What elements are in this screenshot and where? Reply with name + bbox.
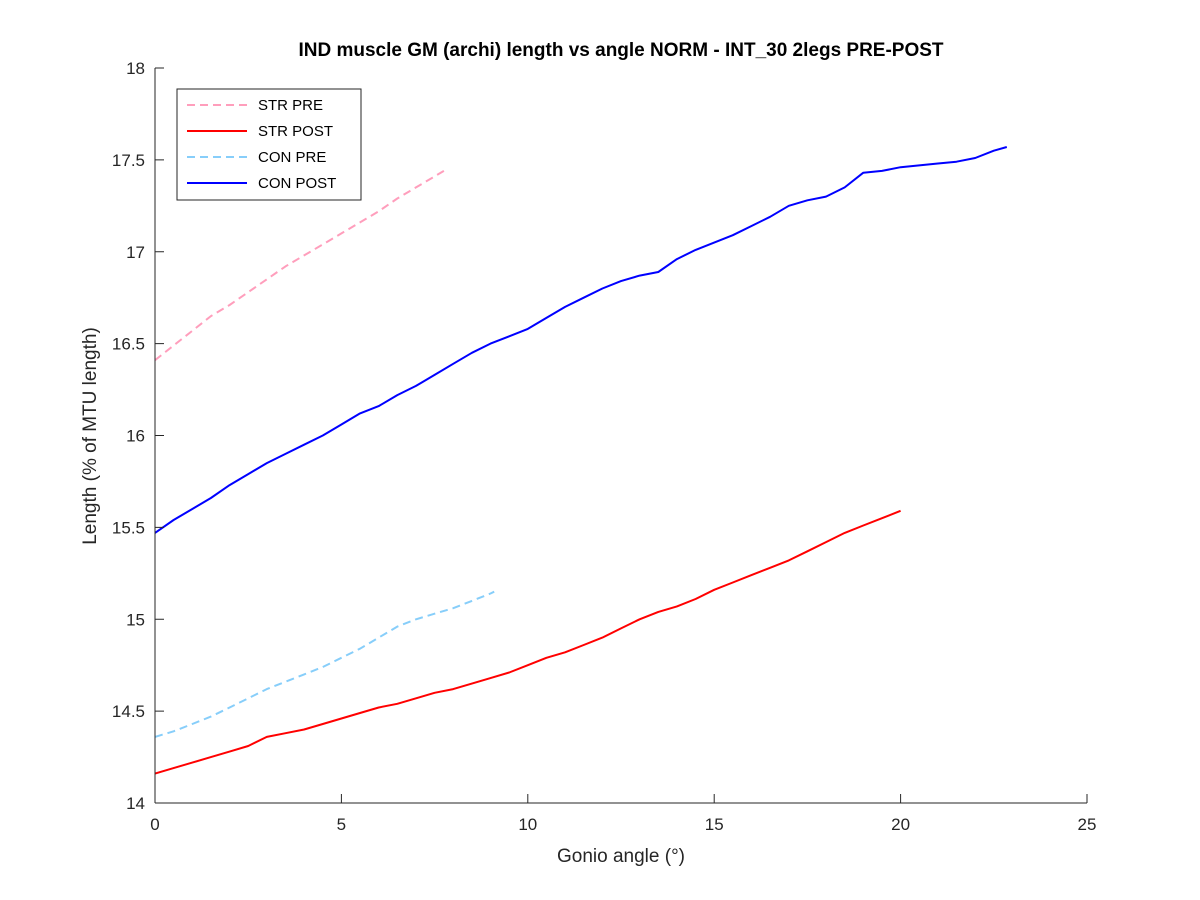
x-tick-label: 0 bbox=[150, 815, 159, 834]
y-axis-label: Length (% of MTU length) bbox=[80, 327, 101, 545]
y-tick-label: 14.5 bbox=[112, 702, 145, 721]
series-line-str-pre bbox=[154, 170, 445, 361]
x-tick-label: 5 bbox=[337, 815, 346, 834]
x-tick-label: 25 bbox=[1078, 815, 1097, 834]
x-tick-label: 10 bbox=[518, 815, 537, 834]
y-tick-label: 15 bbox=[126, 610, 145, 629]
y-tick-label: 17.5 bbox=[112, 151, 145, 170]
series-line-str-post bbox=[154, 509, 901, 775]
ticks-layer: 0 5 10 15 20 25 14 14.5 15 15.5 16 16.5 17 17.5 18 bbox=[112, 59, 1097, 834]
x-axis-label: Gonio angle (°) bbox=[557, 846, 685, 867]
legend-box bbox=[176, 88, 362, 201]
legend-label-con-pre: CON PRE bbox=[258, 149, 326, 166]
x-tick-label: 20 bbox=[891, 815, 910, 834]
legend-label-str-post: STR POST bbox=[258, 123, 333, 140]
y-tick-label: 16 bbox=[126, 427, 145, 446]
series-layer bbox=[154, 146, 1008, 775]
y-tick-label: 17 bbox=[126, 243, 145, 262]
legend-label-str-pre: STR PRE bbox=[258, 97, 323, 114]
y-tick-label: 16.5 bbox=[112, 335, 145, 354]
chart-title: IND muscle GM (archi) length vs angle NO… bbox=[298, 40, 943, 61]
y-tick-label: 18 bbox=[126, 59, 145, 78]
series-line-con-post bbox=[154, 146, 1008, 534]
legend-label-con-post: CON POST bbox=[258, 175, 336, 192]
y-tick-label: 15.5 bbox=[112, 518, 145, 537]
legend: STR PRE STR POST CON PRE CON POST bbox=[176, 88, 362, 201]
y-tick-label: 14 bbox=[126, 794, 145, 813]
x-tick-label: 15 bbox=[705, 815, 724, 834]
